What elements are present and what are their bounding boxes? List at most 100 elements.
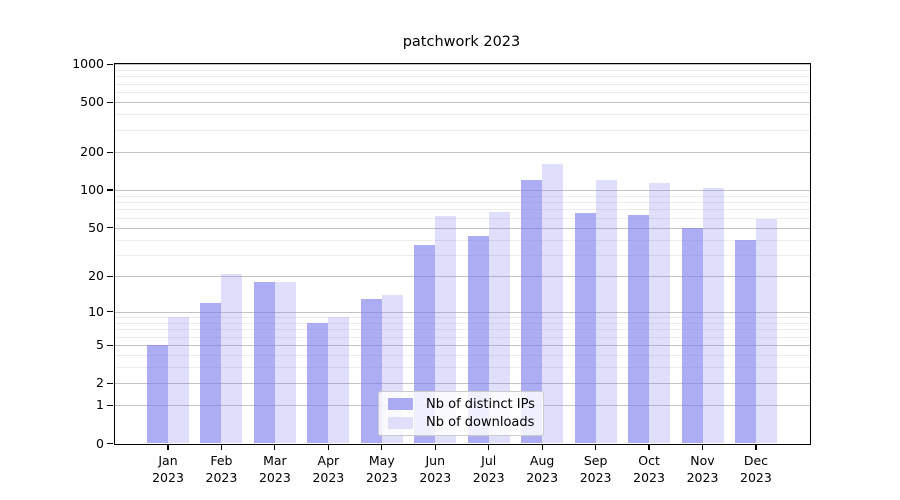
x-tick-year: 2023 (205, 470, 238, 485)
legend-item-downloads: Nb of downloads (388, 415, 534, 430)
gridline-major (114, 383, 810, 385)
bar-nb-of-downloads-oct-2023 (649, 183, 671, 444)
gridline-minor (114, 195, 810, 197)
x-tick-year: 2023 (472, 470, 505, 485)
gridline-minor (114, 83, 810, 85)
x-tick-year: 2023 (686, 470, 719, 485)
y-tick-mark (107, 101, 113, 103)
gridline-minor (114, 114, 810, 116)
x-tick-year: 2023 (633, 470, 665, 485)
gridline-minor (114, 254, 810, 256)
gridline-major (114, 345, 810, 347)
x-tick-label: Feb 2023 (189, 452, 253, 486)
y-tick-label: 50 (88, 219, 104, 235)
legend-swatch-downloads (388, 416, 413, 429)
y-tick-mark (107, 189, 113, 191)
gridline-minor (114, 130, 810, 131)
x-tick-year: 2023 (258, 470, 291, 485)
y-tick-label: 0 (96, 435, 104, 451)
gridline-major (114, 311, 810, 313)
gridline-major (114, 102, 810, 104)
legend-item-distinct-ips: Nb of distinct IPs (388, 397, 535, 412)
plot-area (113, 63, 811, 445)
legend-label-downloads: Nb of downloads (426, 415, 535, 431)
x-tick-label: Oct 2023 (617, 452, 681, 486)
x-tick-month: Jan (158, 453, 178, 468)
x-tick-label: Dec 2023 (724, 452, 788, 486)
x-tick-month: Jun (425, 453, 446, 468)
x-tick-mark (755, 444, 757, 450)
gridline-major (114, 276, 810, 278)
x-tick-month: Apr (317, 453, 340, 468)
y-tick-label: 100 (80, 181, 104, 197)
gridline-minor (114, 69, 810, 71)
gridline-minor (114, 329, 810, 331)
x-tick-mark (541, 444, 543, 450)
bar-nb-of-distinct-ips-nov-2023 (681, 227, 703, 444)
gridline-major (114, 189, 810, 191)
x-tick-label: Mar 2023 (243, 452, 307, 486)
gridline-minor (114, 355, 810, 357)
y-tick-mark (107, 151, 113, 153)
bar-nb-of-distinct-ips-aug-2023 (521, 180, 543, 444)
x-tick-month: Mar (263, 453, 287, 468)
gridline-minor (114, 239, 810, 241)
x-tick-year: 2023 (579, 470, 612, 485)
gridline-minor (114, 336, 810, 338)
x-tick-month: Sep (583, 453, 608, 468)
y-tick-mark (107, 344, 113, 346)
gridline-minor (114, 317, 810, 319)
y-tick-mark (107, 382, 113, 384)
gridline-minor (114, 322, 810, 324)
x-tick-label: Sep 2023 (564, 452, 628, 486)
y-tick-label: 500 (80, 94, 104, 110)
y-tick-label: 1 (96, 397, 104, 413)
gridline-minor (114, 202, 810, 204)
x-tick-label: Jul 2023 (457, 452, 521, 486)
bar-nb-of-downloads-aug-2023 (542, 163, 564, 444)
x-tick-mark (327, 444, 329, 450)
bar-nb-of-downloads-jun-2023 (435, 215, 457, 444)
x-tick-month: Aug (529, 453, 555, 468)
y-tick-mark (107, 227, 113, 229)
bar-nb-of-downloads-feb-2023 (221, 273, 243, 444)
bar-nb-of-downloads-dec-2023 (755, 218, 777, 444)
gridline-minor (114, 92, 810, 94)
gridline-minor (114, 209, 810, 211)
bar-nb-of-downloads-jul-2023 (488, 211, 510, 444)
bar-nb-of-distinct-ips-feb-2023 (200, 302, 222, 444)
x-tick-label: Jan 2023 (136, 452, 200, 486)
x-tick-year: 2023 (740, 470, 772, 485)
gridline-major (114, 227, 810, 229)
y-tick-label: 20 (88, 268, 104, 284)
x-tick-mark (488, 444, 490, 450)
x-tick-mark (648, 444, 650, 450)
y-tick-label: 5 (96, 337, 104, 353)
y-tick-mark (107, 404, 113, 407)
gridline-minor (114, 367, 810, 369)
x-tick-year: 2023 (365, 470, 398, 485)
bar-nb-of-downloads-mar-2023 (274, 281, 296, 444)
y-tick-mark (107, 311, 113, 313)
legend-swatch-distinct-ips (388, 398, 413, 411)
y-tick-label: 1000 (72, 56, 104, 71)
x-tick-mark (701, 444, 704, 450)
x-tick-month: May (368, 453, 395, 468)
bar-nb-of-distinct-ips-may-2023 (360, 298, 382, 444)
x-tick-label: Jun 2023 (403, 452, 467, 486)
y-tick-mark (107, 443, 113, 445)
bar-nb-of-distinct-ips-oct-2023 (628, 215, 650, 444)
y-tick-mark (107, 275, 113, 277)
y-tick-label: 2 (96, 375, 104, 391)
bar-nb-of-downloads-nov-2023 (702, 187, 724, 444)
x-tick-month: Jul (481, 453, 497, 468)
x-tick-label: May 2023 (350, 452, 414, 486)
x-tick-month: Nov (690, 453, 715, 468)
x-tick-mark (220, 444, 223, 450)
x-tick-year: 2023 (419, 470, 452, 485)
x-tick-month: Feb (210, 453, 233, 468)
x-tick-month: Dec (743, 453, 769, 468)
bar-nb-of-distinct-ips-apr-2023 (307, 322, 329, 444)
bar-nb-of-distinct-ips-dec-2023 (734, 239, 756, 444)
